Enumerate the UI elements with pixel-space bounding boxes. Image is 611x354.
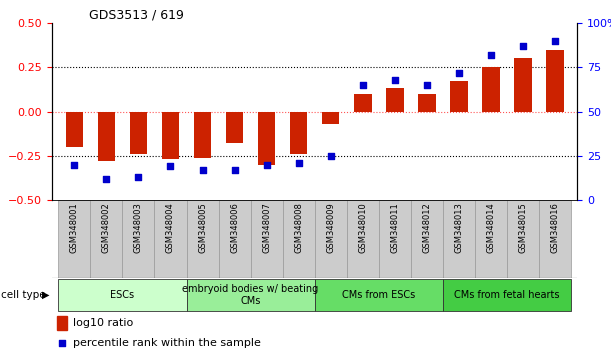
Text: GSM348004: GSM348004 [166,202,175,253]
Bar [155,200,186,278]
Point [422,82,432,88]
Bar [219,200,251,278]
Bar [130,112,147,154]
Text: GSM348001: GSM348001 [70,202,79,253]
Bar [98,112,115,161]
Bar [186,279,315,311]
Bar [322,112,340,124]
Point [486,52,496,58]
Point [550,38,560,44]
Bar [379,200,411,278]
Text: ESCs: ESCs [111,290,134,300]
Point [262,162,271,167]
Point [134,174,144,180]
Bar [475,200,507,278]
Bar [258,112,276,165]
Text: GSM348007: GSM348007 [262,202,271,253]
Bar [290,112,307,154]
Point [101,176,111,182]
Point [294,160,304,166]
Point [230,167,240,173]
Bar [539,200,571,278]
Text: cell type: cell type [1,290,45,300]
Bar [411,200,443,278]
Text: CMs from ESCs: CMs from ESCs [342,290,415,300]
Bar [194,112,211,158]
Bar [386,88,404,112]
Bar [315,279,443,311]
Point [390,77,400,82]
Text: ▶: ▶ [42,290,49,300]
Bar [283,200,315,278]
Text: GSM348016: GSM348016 [551,202,560,253]
Bar [443,279,571,311]
Bar [58,200,90,278]
Bar [251,200,283,278]
Bar [122,200,155,278]
Point [197,167,207,173]
Point [166,164,175,169]
Point [70,162,79,167]
Text: GSM348006: GSM348006 [230,202,239,253]
Point [518,43,528,49]
Text: GSM348003: GSM348003 [134,202,143,253]
Text: GSM348010: GSM348010 [358,202,367,253]
Text: GSM348011: GSM348011 [390,202,399,253]
Bar [443,200,475,278]
Bar [450,81,467,112]
Text: percentile rank within the sample: percentile rank within the sample [73,338,261,348]
Bar [546,50,564,112]
Text: GSM348005: GSM348005 [198,202,207,253]
Bar [346,200,379,278]
Bar [57,316,67,330]
Bar [186,200,219,278]
Text: GSM348012: GSM348012 [422,202,431,253]
Text: GSM348014: GSM348014 [486,202,496,253]
Bar [514,58,532,112]
Bar [507,200,539,278]
Bar [418,94,436,112]
Bar [162,112,179,159]
Text: GSM348015: GSM348015 [518,202,527,253]
Point [454,70,464,75]
Bar [482,67,500,112]
Text: GSM348009: GSM348009 [326,202,335,253]
Text: embryoid bodies w/ beating
CMs: embryoid bodies w/ beating CMs [183,284,319,306]
Text: GSM348008: GSM348008 [294,202,303,253]
Text: GDS3513 / 619: GDS3513 / 619 [89,9,183,22]
Text: GSM348013: GSM348013 [455,202,463,253]
Text: GSM348002: GSM348002 [102,202,111,253]
Point [326,153,335,159]
Bar [315,200,346,278]
Text: log10 ratio: log10 ratio [73,318,133,328]
Bar [58,279,186,311]
Text: CMs from fetal hearts: CMs from fetal hearts [454,290,560,300]
Bar [354,94,371,112]
Point [358,82,368,88]
Bar [225,112,243,143]
Bar [65,112,83,147]
Bar [90,200,122,278]
Point [57,341,67,346]
